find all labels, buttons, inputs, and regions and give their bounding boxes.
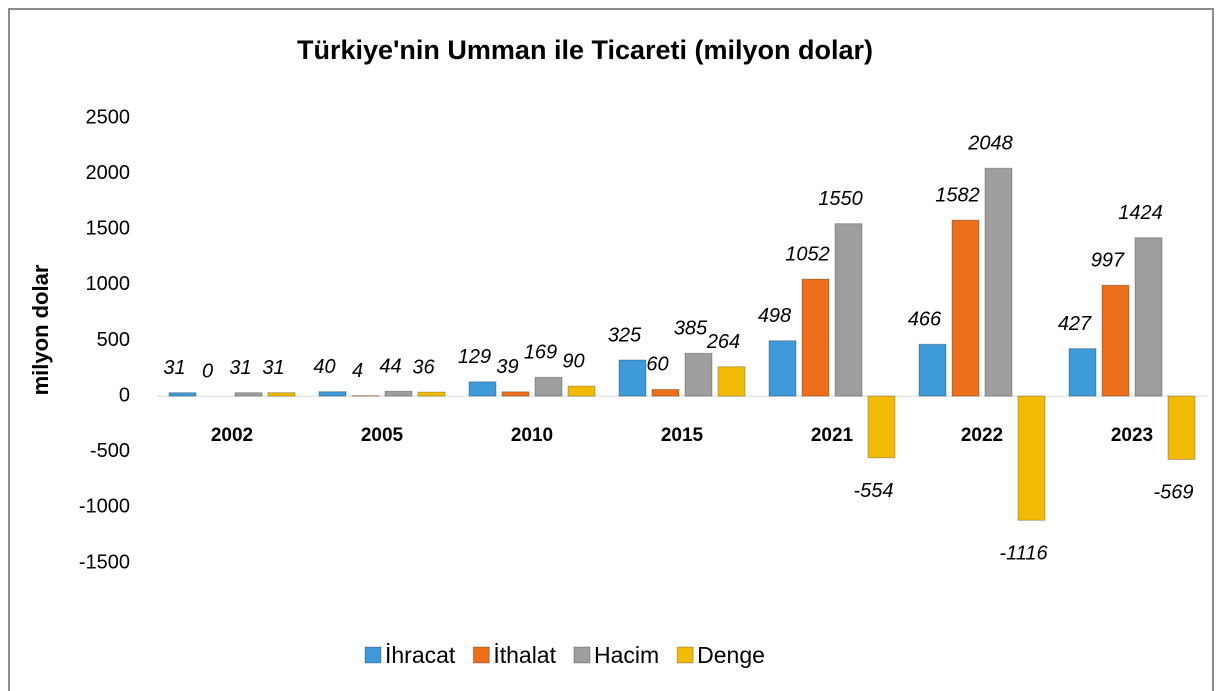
y-axis-title: milyon dolar [28, 264, 53, 395]
legend-label: İthalat [493, 642, 556, 668]
y-tick-label: 0 [119, 384, 130, 406]
bar [867, 395, 896, 459]
data-label: 31 [229, 357, 251, 379]
x-tick-label: 2002 [211, 425, 253, 446]
y-tick-label: -1000 [79, 496, 130, 518]
data-label: 39 [496, 356, 518, 378]
bar [618, 359, 647, 397]
data-label: 4 [352, 360, 363, 382]
bar [834, 223, 863, 397]
data-label: 1550 [818, 188, 863, 210]
data-label: 997 [1091, 249, 1125, 271]
legend-label: İhracat [385, 642, 456, 668]
x-tick-label: 2022 [961, 425, 1003, 446]
data-label: 1582 [935, 184, 980, 206]
legend-label: Denge [697, 642, 765, 668]
data-label: -554 [853, 480, 893, 502]
data-label: 0 [202, 360, 213, 382]
bar [234, 392, 263, 397]
bar [567, 385, 596, 397]
bar [1167, 395, 1196, 460]
data-label: 264 [706, 331, 740, 353]
bar [684, 352, 713, 397]
legend-swatch [676, 646, 694, 664]
bar [267, 392, 296, 397]
y-tick-label: -1500 [79, 551, 130, 573]
data-label: 427 [1058, 313, 1092, 335]
bar [984, 167, 1013, 397]
x-tick-label: 2015 [661, 425, 704, 446]
legend-swatch [573, 646, 591, 664]
data-label: 31 [262, 357, 284, 379]
bar [534, 376, 563, 397]
legend-swatch [472, 646, 490, 664]
y-tick-label: 1000 [86, 273, 131, 295]
bar [651, 388, 680, 397]
bar [1017, 395, 1046, 521]
data-label: -569 [1153, 482, 1193, 504]
x-tick-label: 2005 [361, 425, 404, 446]
bar [951, 219, 980, 397]
data-label: 1424 [1118, 202, 1163, 224]
x-tick-label: 2023 [1111, 425, 1153, 446]
legend-swatch [364, 646, 382, 664]
y-tick-label: 2000 [86, 162, 131, 184]
y-tick-label: 2500 [86, 106, 131, 128]
bar [501, 391, 530, 397]
chart-frame [8, 8, 1214, 691]
bar [918, 343, 947, 397]
data-label: 31 [163, 357, 185, 379]
data-label: 40 [313, 356, 335, 378]
data-label: 129 [458, 346, 491, 368]
data-label: 44 [379, 356, 401, 378]
y-tick-label: -500 [90, 440, 130, 462]
bar [1134, 237, 1163, 397]
bar [417, 391, 446, 397]
data-label: 325 [608, 324, 642, 346]
legend-label: Hacim [594, 642, 659, 668]
bar [318, 391, 347, 397]
bar [1068, 348, 1097, 397]
bar [468, 381, 497, 397]
data-label: 2048 [967, 133, 1013, 155]
data-label: 60 [646, 354, 668, 376]
data-label: 466 [908, 309, 942, 331]
data-label: 169 [524, 342, 557, 364]
data-label: -1116 [999, 543, 1048, 565]
bar [1101, 284, 1130, 397]
chart-title: Türkiye'nin Umman ile Ticareti (milyon d… [297, 35, 873, 65]
data-label: 498 [758, 305, 791, 327]
y-tick-label: 1500 [86, 218, 131, 240]
x-tick-label: 2021 [811, 425, 854, 446]
data-label: 385 [674, 318, 708, 340]
bar [717, 366, 746, 397]
data-label: 36 [412, 356, 435, 378]
bar [168, 392, 197, 397]
x-tick-label: 2010 [511, 425, 553, 446]
data-label: 1052 [785, 243, 830, 265]
data-label: 90 [562, 350, 584, 372]
bar [801, 278, 830, 397]
bar [768, 340, 797, 397]
bar [384, 390, 413, 397]
y-tick-label: 500 [97, 329, 130, 351]
